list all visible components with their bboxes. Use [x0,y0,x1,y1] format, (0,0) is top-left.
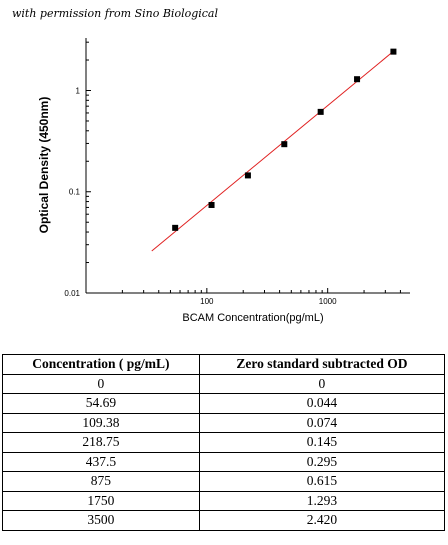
table-row: 218.75 0.145 [2,432,446,453]
concentration-cell: 218.75 [2,432,200,453]
table-header-row: Concentration ( pg/mL) Zero standard sub… [2,354,446,375]
permission-credit: with permission from Sino Biological [12,7,219,20]
od-cell: 2.420 [198,510,446,531]
table-row: 0 0 [2,373,446,394]
data-point [390,48,397,55]
od-cell: 0.044 [198,393,446,414]
x-axis-label: BCAM Concentration(pg/mL) [182,312,324,324]
concentration-cell: 875 [2,471,200,492]
data-point [281,141,288,148]
od-cell: 1.293 [198,490,446,511]
table-row: 3500 2.420 [2,510,446,531]
data-point [244,172,251,179]
y-tick-label: 1 [76,86,81,95]
concentration-cell: 109.38 [2,412,200,433]
concentration-cell: 0 [2,373,200,394]
fit-line [151,50,394,252]
standard-data-table: Concentration ( pg/mL) Zero standard sub… [2,354,446,531]
table-row: 109.38 0.074 [2,412,446,433]
table-row: 437.5 0.295 [2,451,446,472]
x-tick-label: 100 [200,297,214,306]
concentration-column-header: Concentration ( pg/mL) [2,354,200,375]
concentration-cell: 54.69 [2,393,200,414]
y-axis-label: Optical Density (450nm) [37,96,51,234]
y-tick-label: 0.1 [69,188,81,197]
concentration-cell: 1750 [2,490,200,511]
table-row: 875 0.615 [2,471,446,492]
data-point [317,108,324,115]
data-point [172,224,179,231]
data-point [208,201,215,208]
x-tick-label: 1000 [319,297,337,306]
od-cell: 0.145 [198,432,446,453]
od-cell: 0.074 [198,412,446,433]
y-tick-label: 0.01 [64,289,80,298]
table-row: 54.69 0.044 [2,393,446,414]
table-row: 1750 1.293 [2,490,446,511]
od-cell: 0 [198,373,446,394]
data-point [354,76,361,83]
standard-curve-chart: 0.01 0.1 1 100 1000 [64,38,410,306]
concentration-cell: 3500 [2,510,200,531]
od-column-header: Zero standard subtracted OD [198,354,446,375]
od-cell: 0.615 [198,471,446,492]
od-cell: 0.295 [198,451,446,472]
concentration-cell: 437.5 [2,451,200,472]
